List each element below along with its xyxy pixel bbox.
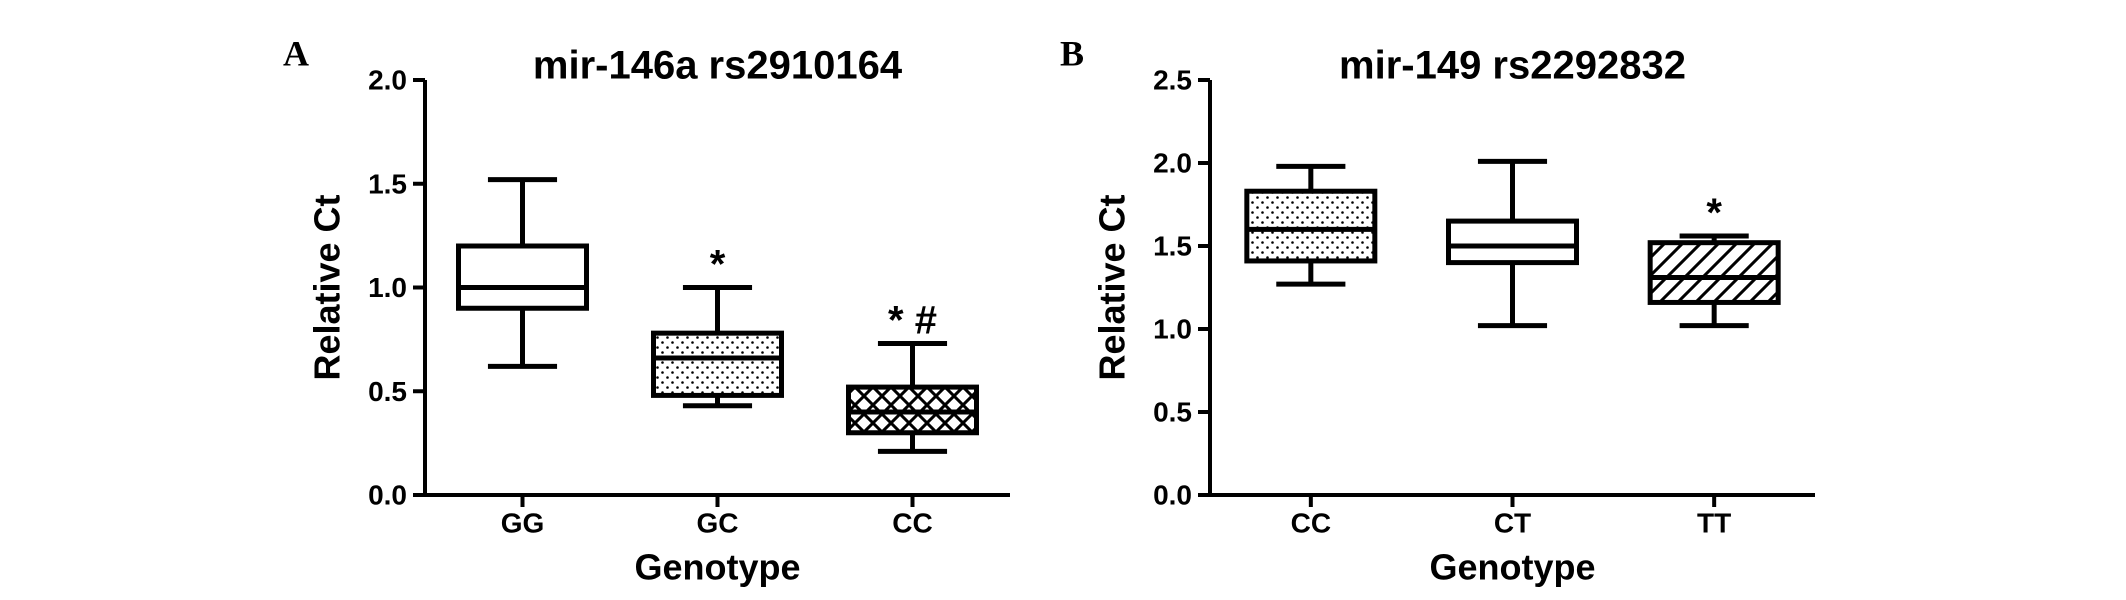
box-tt: * xyxy=(1647,191,1781,329)
panel-label: B xyxy=(1060,33,1084,73)
y-axis-title: Relative Ct xyxy=(1092,194,1133,380)
y-tick-label: 0.5 xyxy=(1153,397,1192,428)
y-tick-label: 2.0 xyxy=(1153,148,1192,179)
y-tick-label: 0.5 xyxy=(368,376,407,407)
x-tick-label: GC xyxy=(697,507,739,538)
y-tick-label: 1.0 xyxy=(368,272,407,303)
significance-marker: * # xyxy=(888,299,937,343)
x-tick-label: CC xyxy=(1291,507,1331,538)
box-gc: * xyxy=(651,243,784,409)
y-tick-label: 1.5 xyxy=(1153,231,1192,262)
significance-marker: * xyxy=(710,243,726,287)
box-body xyxy=(1244,188,1378,264)
box-body xyxy=(456,243,589,311)
significance-marker: * xyxy=(1706,191,1722,235)
y-tick-label: 2.5 xyxy=(1153,65,1192,96)
x-tick-label: GG xyxy=(501,507,545,538)
x-tick-label: TT xyxy=(1697,507,1731,538)
chart-title: mir-146a rs2910164 xyxy=(533,44,903,88)
box-ct xyxy=(1446,158,1579,329)
x-tick-label: CT xyxy=(1494,507,1531,538)
box-gg xyxy=(456,177,589,369)
box-body xyxy=(1446,218,1579,266)
y-axis-title: Relative Ct xyxy=(307,194,348,380)
box-body xyxy=(651,330,784,398)
x-tick-label: CC xyxy=(892,507,932,538)
box-cc xyxy=(1244,163,1378,287)
y-tick-label: 0.0 xyxy=(368,480,407,511)
box-body xyxy=(1647,240,1781,305)
y-tick-label: 1.0 xyxy=(1153,314,1192,345)
box-cc: * # xyxy=(846,299,979,454)
y-tick-label: 1.5 xyxy=(368,168,407,199)
x-axis-title: Genotype xyxy=(634,547,800,588)
x-axis-title: Genotype xyxy=(1429,547,1595,588)
panel-label: A xyxy=(283,33,309,73)
y-tick-label: 0.0 xyxy=(1153,480,1192,511)
chart-title: mir-149 rs2292832 xyxy=(1339,44,1686,88)
y-tick-label: 2.0 xyxy=(368,65,407,96)
